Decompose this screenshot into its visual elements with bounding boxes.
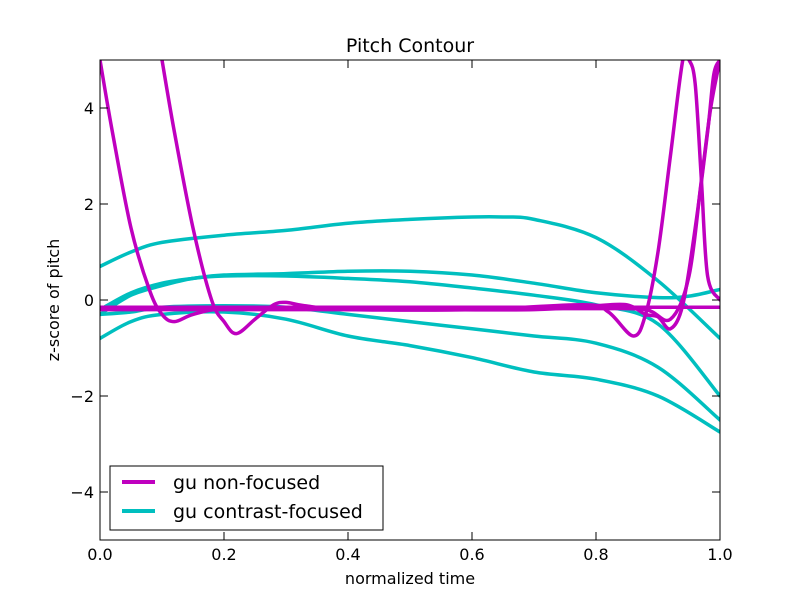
series-line-contrast-focused-1 [100,269,720,312]
x-tick-label: 0.6 [459,545,484,564]
legend-box [109,465,384,531]
series-line-contrast-focused-0 [100,214,720,341]
chart-title: Pitch Contour [346,35,474,57]
y-tick-label: 2 [84,195,94,214]
legend-label-contrast-focused: gu contrast-focused [173,501,363,523]
series-line-contrast-focused-3 [100,304,720,422]
x-tick-label: 0.8 [583,545,608,564]
x-tick-label: 0.2 [211,545,236,564]
series-line-non-focused-7 [100,60,720,331]
x-tick-label: 0.4 [335,545,360,564]
legend: gu non-focused gu contrast-focused [109,465,384,531]
ticks-layer: 0.0 0.2 0.4 0.6 0.8 1.0 −4 −2 0 2 4 [70,60,733,564]
y-tick-label: 4 [84,99,94,118]
x-axis-label: normalized time [345,569,475,588]
series-line-contrast-focused-2 [100,273,720,398]
series-layer [100,60,720,434]
y-tick-label: −2 [70,387,94,406]
y-axis-label: z-score of pitch [44,239,63,362]
x-tick-label: 1.0 [707,545,732,564]
y-tick-label: 0 [84,291,94,310]
series-line-non-focused-6 [160,60,720,338]
legend-label-non-focused: gu non-focused [173,472,320,494]
y-tick-label: −4 [70,483,94,502]
x-tick-label: 0.0 [87,545,112,564]
